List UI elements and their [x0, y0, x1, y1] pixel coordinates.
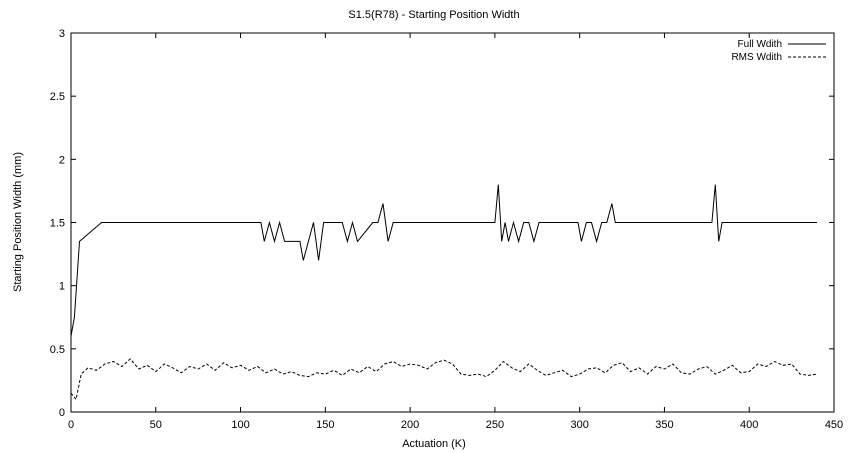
plot-area: 0 50 100 150 200 250 300 350 400 450 0 0.5 1 1.5 2 2.5 3 [50, 28, 843, 431]
x-axis-label: Actuation (K) [402, 438, 466, 450]
x-tick-label: 250 [486, 419, 504, 431]
x-tick-label: 450 [825, 419, 843, 431]
y-axis-label: Starting Position Width (mm) [12, 152, 24, 292]
y-tick-label: 3 [59, 28, 65, 40]
x-tick-label: 300 [570, 419, 588, 431]
x-tick-label: 200 [401, 419, 419, 431]
x-tick-label: 350 [655, 419, 673, 431]
y-tick-label: 2 [59, 154, 65, 166]
x-tick-label: 50 [150, 419, 162, 431]
y-tick-label: 1 [59, 281, 65, 293]
x-tick-label: 0 [68, 419, 74, 431]
x-tick-label: 400 [740, 419, 758, 431]
series-line-full-width [70, 184, 817, 337]
chart-title: S1.5(R78) - Starting Position Width [348, 9, 519, 21]
y-tick-label: 2.5 [50, 91, 65, 103]
legend-label-rms-width: RMS Wdith [731, 52, 782, 63]
x-tick-label: 150 [316, 419, 334, 431]
y-tick-label: 0.5 [50, 344, 65, 356]
legend-label-full-width: Full Wdith [738, 39, 782, 50]
legend: Full Wdith RMS Wdith [731, 39, 826, 63]
y-tick-label: 0 [59, 407, 65, 419]
y-tick-label: 1.5 [50, 218, 65, 230]
x-tick-label: 100 [231, 419, 249, 431]
series-line-rms-width [70, 358, 818, 401]
